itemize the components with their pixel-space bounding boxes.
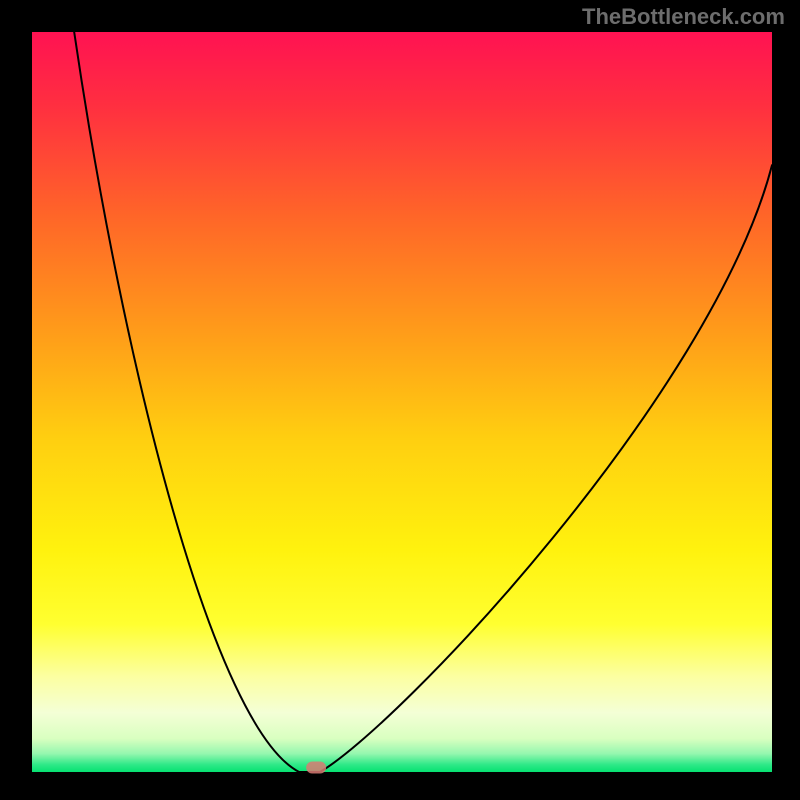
plot-gradient xyxy=(32,32,772,772)
bottleneck-chart xyxy=(0,0,800,800)
vertex-marker xyxy=(306,762,326,774)
watermark-text: TheBottleneck.com xyxy=(582,4,785,30)
